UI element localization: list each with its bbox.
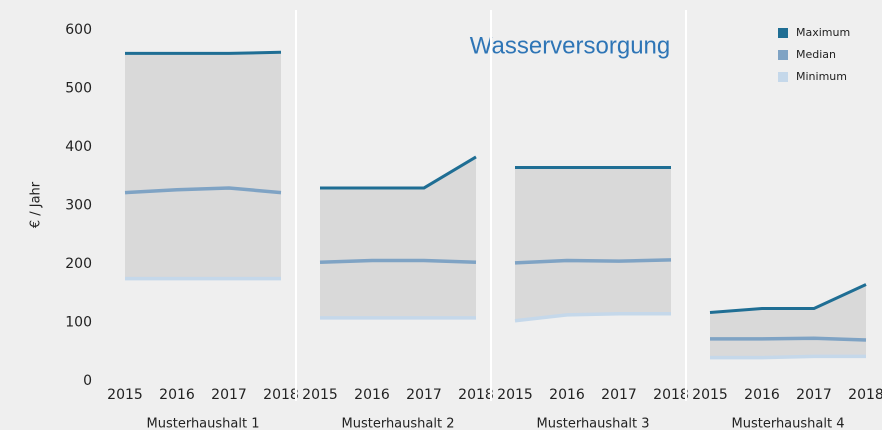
series-line (320, 155, 477, 190)
y-axis-label: € / Jahr (29, 181, 44, 228)
chart-title: Wasserversorgung (470, 32, 671, 59)
x-tick-label: 2017 (796, 387, 832, 403)
legend-label: Median (796, 48, 836, 61)
legend-swatch (778, 28, 788, 38)
panel-label: Musterhaushalt 3 (537, 417, 650, 430)
legend-label: Maximum (796, 26, 850, 39)
range-band (515, 167, 671, 321)
panel-label: Musterhaushalt 1 (147, 417, 260, 430)
x-tick-label: 2016 (744, 387, 780, 403)
range-band (125, 52, 281, 279)
y-tick-label: 600 (65, 22, 92, 38)
series-line (710, 336, 867, 342)
panel-label: Musterhaushalt 4 (732, 417, 845, 430)
range-band (320, 156, 476, 318)
legend-swatch (778, 50, 788, 60)
x-tick-label: 2018 (653, 387, 689, 403)
series-line (125, 50, 282, 55)
x-tick-label: 2016 (159, 387, 195, 403)
x-tick-label: 2017 (406, 387, 442, 403)
x-tick-label: 2015 (107, 387, 143, 403)
x-tick-label: 2015 (692, 387, 728, 403)
y-tick-label: 0 (83, 373, 92, 389)
x-tick-label: 2018 (263, 387, 299, 403)
x-tick-label: 2017 (601, 387, 637, 403)
x-tick-label: 2018 (458, 387, 494, 403)
series-line (709, 283, 867, 315)
x-tick-label: 2015 (497, 387, 533, 403)
x-tick-label: 2017 (211, 387, 247, 403)
legend-swatch (778, 72, 788, 82)
legend: Maximum Median Minimum (778, 26, 850, 83)
series-line (710, 354, 866, 360)
legend-label: Minimum (796, 70, 847, 83)
panel-label: Musterhaushalt 2 (342, 417, 455, 430)
y-tick-label: 300 (65, 198, 92, 214)
x-tick-label: 2015 (302, 387, 338, 403)
x-tick-label: 2016 (549, 387, 585, 403)
series-line (514, 258, 672, 265)
series-line (514, 311, 671, 323)
y-tick-label: 400 (65, 139, 92, 155)
x-tick-label: 2018 (848, 387, 882, 403)
y-tick-label: 500 (65, 81, 92, 97)
x-tick-label: 2016 (354, 387, 390, 403)
series-line (124, 186, 282, 195)
y-tick-label: 200 (65, 256, 92, 272)
y-tick-label: 100 (65, 315, 92, 331)
series-line (319, 258, 477, 264)
